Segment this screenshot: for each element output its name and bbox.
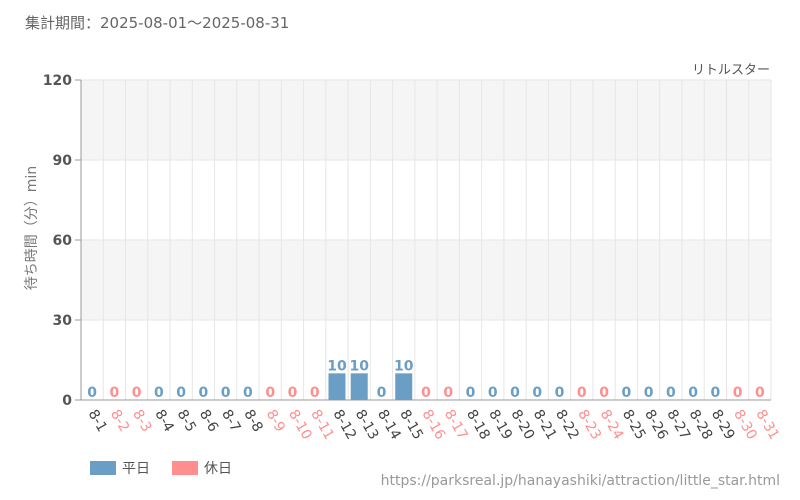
legend-weekday-label: 平日 <box>122 461 150 477</box>
period-label: 集計期間：2025-08-01～2025-08-31 <box>25 14 290 32</box>
legend-item-holiday[interactable]: 休日 <box>172 458 232 478</box>
x-tick-label: 8-8 <box>240 407 265 435</box>
x-tick-label: 8-9 <box>263 407 288 435</box>
bar <box>395 373 413 400</box>
x-tick-label: 8-6 <box>196 407 221 435</box>
bar <box>328 373 346 400</box>
bar <box>350 373 368 400</box>
data-label: 0 <box>243 385 253 401</box>
x-tick-label: 8-3 <box>129 407 154 435</box>
data-label: 0 <box>488 385 498 401</box>
data-label: 0 <box>733 385 743 401</box>
data-label: 0 <box>621 385 631 401</box>
data-label: 0 <box>310 385 320 401</box>
data-label: 0 <box>755 385 765 401</box>
x-tick-label: 8-4 <box>151 407 176 435</box>
data-label: 0 <box>599 385 609 401</box>
data-label: 0 <box>510 385 520 401</box>
legend-holiday-label: 休日 <box>204 461 232 477</box>
bars <box>328 373 413 400</box>
data-label: 0 <box>644 385 654 401</box>
data-label: 0 <box>443 385 453 401</box>
x-tick-label: 8-1 <box>85 407 110 435</box>
legend: 平日 休日 <box>90 458 246 478</box>
plot-band <box>81 240 771 320</box>
plot-band <box>81 160 771 240</box>
y-axis-title: 待ち時間（分）min <box>24 166 40 290</box>
data-label: 0 <box>688 385 698 401</box>
data-label: 0 <box>466 385 476 401</box>
x-tick-label: 8-7 <box>218 407 243 435</box>
y-tick-label: 60 <box>53 233 73 249</box>
data-label: 0 <box>176 385 186 401</box>
data-label: 0 <box>132 385 142 401</box>
series-label: リトルスター <box>692 63 770 78</box>
y-tick-label: 30 <box>53 313 73 329</box>
plot-band <box>81 320 771 400</box>
x-tick-labels: 8-18-28-38-48-58-68-78-88-98-108-118-128… <box>85 407 782 443</box>
x-tick-label: 8-2 <box>107 407 132 435</box>
data-label: 0 <box>110 385 120 401</box>
y-tick-label: 90 <box>53 153 73 169</box>
data-label: 10 <box>349 358 369 374</box>
y-tick-label: 120 <box>43 73 72 89</box>
data-label: 0 <box>265 385 275 401</box>
axes <box>80 80 771 401</box>
data-label: 0 <box>532 385 542 401</box>
data-label: 0 <box>577 385 587 401</box>
plot-bands <box>81 80 771 400</box>
x-tick-label: 8-31 <box>752 407 782 443</box>
data-label: 0 <box>421 385 431 401</box>
data-label: 0 <box>555 385 565 401</box>
data-label: 10 <box>327 358 347 374</box>
x-tick-label: 8-5 <box>174 407 199 435</box>
data-label: 10 <box>394 358 414 374</box>
weekday-swatch <box>90 461 116 475</box>
y-tick-labels: 0 30 60 90 120 <box>43 73 72 409</box>
legend-item-weekday[interactable]: 平日 <box>90 458 150 478</box>
data-label: 0 <box>288 385 298 401</box>
data-label: 0 <box>87 385 97 401</box>
plot-band <box>81 80 771 160</box>
holiday-swatch <box>172 461 198 475</box>
data-label: 0 <box>377 385 387 401</box>
data-label: 0 <box>199 385 209 401</box>
data-label: 0 <box>710 385 720 401</box>
data-label: 0 <box>154 385 164 401</box>
source-url: https://parksreal.jp/hanayashiki/attract… <box>380 473 780 489</box>
y-tick-label: 0 <box>62 393 72 409</box>
data-label: 0 <box>221 385 231 401</box>
data-label: 0 <box>666 385 676 401</box>
